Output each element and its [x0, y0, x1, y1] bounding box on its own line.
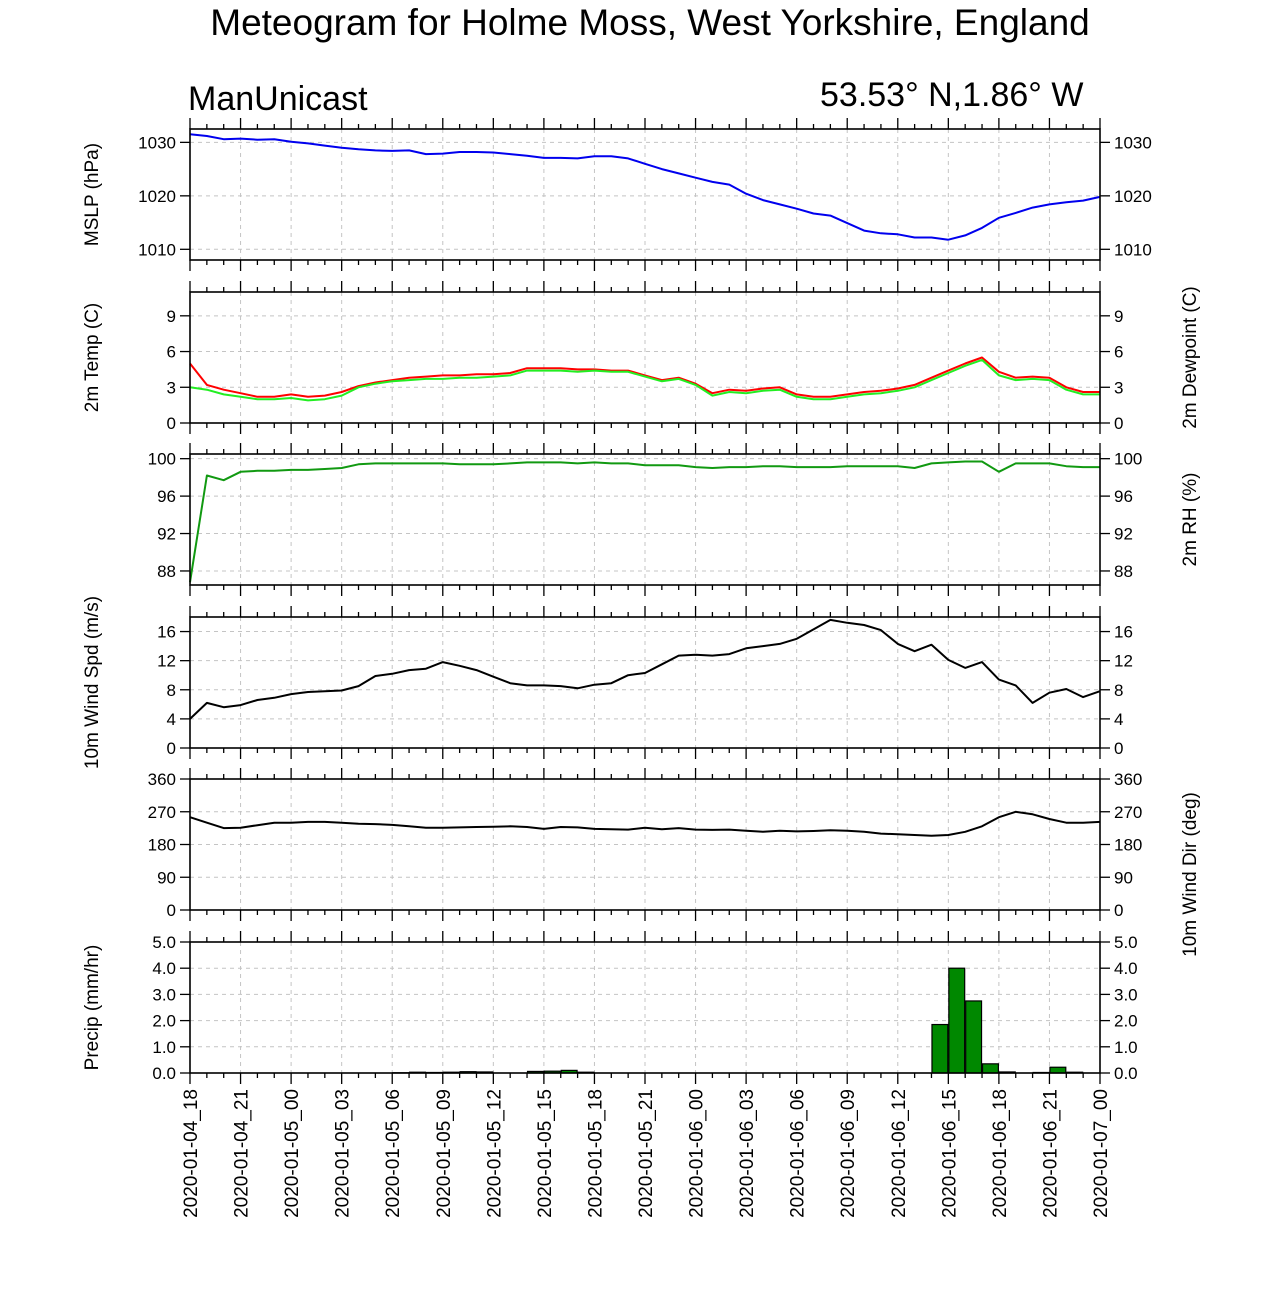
- y-tick-label-left: 270: [148, 803, 176, 822]
- y-axis-title-left: 10m Wind Spd (m/s): [82, 596, 103, 769]
- y-tick-label-right: 88: [1114, 562, 1133, 581]
- x-tick-label: 2020-01-06_18: [990, 1089, 1011, 1218]
- y-axis-title-left: MSLP (hPa): [82, 143, 103, 246]
- x-tick-label: 2020-01-04_18: [181, 1089, 202, 1218]
- y-tick-label-right: 0: [1114, 739, 1123, 758]
- y-tick-label-left: 360: [148, 770, 176, 789]
- x-tick-label: 2020-01-07_00: [1091, 1089, 1112, 1218]
- y-tick-label-right: 96: [1114, 487, 1133, 506]
- y-tick-label-right: 16: [1114, 623, 1133, 642]
- x-tick-label: 2020-01-06_03: [737, 1089, 758, 1218]
- y-tick-label-left: 3: [167, 378, 176, 397]
- x-tick-label: 2020-01-06_06: [788, 1089, 809, 1218]
- y-tick-label-left: 180: [148, 836, 176, 855]
- y-tick-label-left: 9: [167, 307, 176, 326]
- y-tick-label-left: 16: [157, 623, 176, 642]
- y-tick-label-right: 12: [1114, 652, 1133, 671]
- y-axis-title-right: 2m Dewpoint (C): [1180, 286, 1201, 429]
- y-tick-label-left: 96: [157, 487, 176, 506]
- y-axis-title-right: 10m Wind Dir (deg): [1180, 792, 1201, 957]
- precip-bar: [981, 1063, 999, 1074]
- x-tick-label: 2020-01-05_15: [535, 1089, 556, 1218]
- series-line: [189, 460, 1100, 583]
- precip-bar: [965, 1000, 983, 1074]
- y-tick-label-left: 2.0: [152, 1012, 176, 1031]
- y-tick-label-left: 0: [167, 901, 176, 920]
- y-tick-label-left: 1.0: [152, 1038, 176, 1057]
- y-tick-label-right: 0: [1114, 414, 1123, 433]
- y-tick-label-left: 1010: [138, 240, 176, 259]
- series-line: [189, 133, 1101, 241]
- x-tick-label: 2020-01-06_21: [1040, 1089, 1061, 1218]
- y-tick-label-right: 92: [1114, 525, 1133, 544]
- brand-label: ManUnicast: [188, 80, 368, 118]
- x-tick-label: 2020-01-05_12: [484, 1089, 505, 1218]
- y-tick-label-right: 270: [1114, 803, 1142, 822]
- x-tick-label: 2020-01-06_12: [889, 1089, 910, 1218]
- y-axis-title-left: Precip (mm/hr): [82, 945, 103, 1071]
- y-tick-label-right: 8: [1114, 681, 1123, 700]
- y-tick-label-left: 4.0: [152, 959, 176, 978]
- y-tick-label-left: 8: [167, 681, 176, 700]
- y-tick-label-right: 1010: [1114, 240, 1152, 259]
- y-tick-label-right: 4.0: [1114, 959, 1138, 978]
- y-tick-label-right: 180: [1114, 836, 1142, 855]
- y-tick-label-left: 0: [167, 414, 176, 433]
- y-tick-label-right: 0: [1114, 901, 1123, 920]
- chart-title: Meteogram for Holme Moss, West Yorkshire…: [210, 2, 1090, 43]
- y-tick-label-left: 3.0: [152, 985, 176, 1004]
- y-tick-label-left: 0.0: [152, 1064, 176, 1083]
- y-tick-label-right: 9: [1114, 307, 1123, 326]
- y-tick-label-right: 6: [1114, 343, 1123, 362]
- x-tick-label: 2020-01-05_06: [383, 1089, 404, 1218]
- y-tick-label-left: 5.0: [152, 933, 176, 952]
- y-tick-label-right: 5.0: [1114, 933, 1138, 952]
- precip-bar: [948, 967, 966, 1074]
- x-tick-label: 2020-01-05_00: [282, 1089, 303, 1218]
- x-tick-label: 2020-01-06_00: [687, 1089, 708, 1218]
- y-tick-label-right: 0.0: [1114, 1064, 1138, 1083]
- y-tick-label-left: 12: [157, 652, 176, 671]
- y-axis-title-left: 2m Temp (C): [82, 303, 103, 412]
- y-tick-label-right: 90: [1114, 868, 1133, 887]
- x-tick-label: 2020-01-05_21: [636, 1089, 657, 1218]
- y-tick-label-right: 360: [1114, 770, 1142, 789]
- x-tick-label: 2020-01-05_18: [585, 1089, 606, 1218]
- y-tick-label-left: 90: [157, 868, 176, 887]
- series-line: [189, 356, 1100, 398]
- series-line: [189, 618, 1101, 720]
- precip-bar: [931, 1023, 949, 1074]
- y-tick-label-right: 1020: [1114, 187, 1152, 206]
- y-tick-label-left: 6: [167, 343, 176, 362]
- y-tick-label-left: 92: [157, 525, 176, 544]
- precip-bar: [1049, 1066, 1067, 1074]
- y-tick-label-right: 4: [1114, 710, 1123, 729]
- y-tick-label-left: 100: [148, 450, 176, 469]
- y-tick-label-left: 1020: [138, 187, 176, 206]
- series-line: [189, 358, 1100, 402]
- y-tick-label-right: 2.0: [1114, 1012, 1138, 1031]
- series-line: [189, 810, 1101, 837]
- y-tick-label-left: 88: [157, 562, 176, 581]
- y-tick-label-left: 4: [167, 710, 176, 729]
- x-tick-label: 2020-01-05_09: [434, 1089, 455, 1218]
- y-tick-label-right: 3.0: [1114, 985, 1138, 1004]
- y-axis-title-right: 2m RH (%): [1180, 473, 1201, 567]
- y-tick-label-right: 3: [1114, 378, 1123, 397]
- x-tick-label: 2020-01-04_21: [232, 1089, 253, 1218]
- x-tick-label: 2020-01-06_15: [939, 1089, 960, 1218]
- x-tick-label: 2020-01-05_03: [333, 1089, 354, 1218]
- y-tick-label-right: 1030: [1114, 133, 1152, 152]
- location-label: 53.53° N,1.86° W: [820, 76, 1084, 114]
- y-tick-label-left: 1030: [138, 133, 176, 152]
- x-tick-label: 2020-01-06_09: [838, 1089, 859, 1218]
- y-tick-label-right: 100: [1114, 450, 1142, 469]
- y-tick-label-left: 0: [167, 739, 176, 758]
- y-tick-label-right: 1.0: [1114, 1038, 1138, 1057]
